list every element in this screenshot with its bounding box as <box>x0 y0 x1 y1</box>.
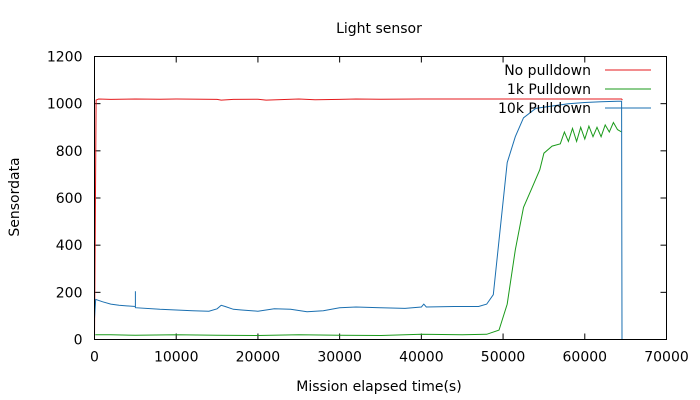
y-tick-label: 1200 <box>47 50 83 66</box>
y-tick-label: 400 <box>56 238 83 254</box>
x-tick-label: 10000 <box>154 350 199 366</box>
y-tick-label: 0 <box>74 333 83 349</box>
y-tick-label: 800 <box>56 144 83 160</box>
series-line-1 <box>94 98 623 340</box>
legend-label: 10k Pulldown <box>498 101 591 117</box>
x-axis-label: Mission elapsed time(s) <box>296 379 461 395</box>
chart-title: Light sensor <box>336 21 422 37</box>
x-tick-label: 30000 <box>317 350 362 366</box>
legend-label: No pulldown <box>504 63 591 79</box>
x-tick-label: 0 <box>90 350 99 366</box>
y-axis-label: Sensordata <box>7 157 23 236</box>
legend: No pulldown 1k Pulldown 10k Pulldown <box>498 63 651 117</box>
x-tick-label: 70000 <box>644 350 689 366</box>
x-tick-label: 20000 <box>236 350 281 366</box>
axis-ticks: 0 10000 20000 30000 40000 50000 60000 70000 0 200… <box>47 50 689 366</box>
series-group <box>94 98 623 340</box>
y-tick-label: 1000 <box>47 97 83 113</box>
x-tick-label: 60000 <box>563 350 608 366</box>
y-tick-label: 600 <box>56 191 83 207</box>
series-line-3 <box>94 100 623 340</box>
x-tick-label: 40000 <box>399 350 444 366</box>
x-tick-label: 50000 <box>481 350 526 366</box>
y-tick-label: 200 <box>56 285 83 301</box>
series-line-2 <box>95 121 622 337</box>
plot-frame <box>94 56 667 340</box>
legend-label: 1k Pulldown <box>507 82 591 98</box>
